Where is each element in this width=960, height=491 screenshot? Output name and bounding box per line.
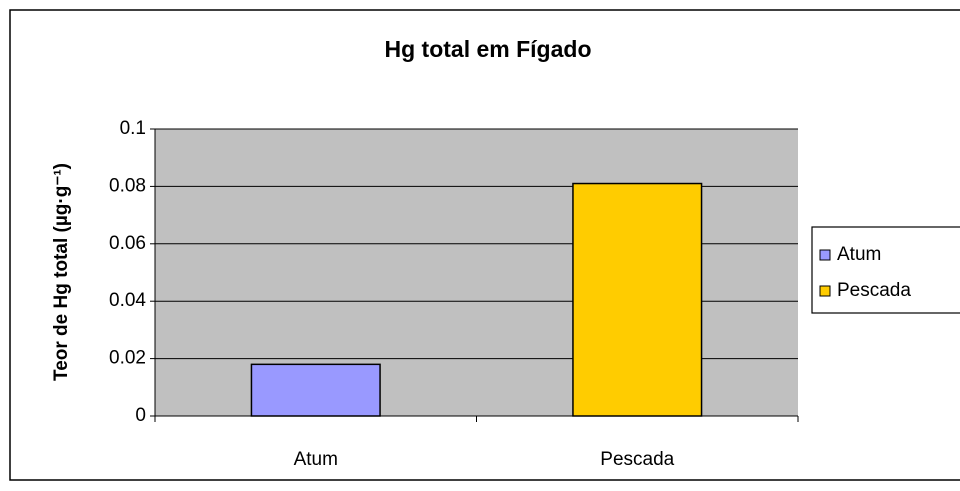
chart-title: Hg total em Fígado xyxy=(385,36,592,62)
legend-label: Atum xyxy=(837,244,881,265)
bar xyxy=(572,182,703,417)
legend-label: Pescada xyxy=(837,280,911,301)
legend-box xyxy=(811,226,960,314)
y-axis-label: Teor de Hg total (µg·g⁻¹) xyxy=(51,163,72,381)
legend-swatch xyxy=(819,285,831,297)
x-tick-label: Atum xyxy=(294,449,338,470)
y-tick-label: 0 xyxy=(135,405,146,426)
y-tick-label: 0.02 xyxy=(109,348,146,369)
bar xyxy=(250,363,381,417)
y-tick-label: 0.08 xyxy=(109,175,146,196)
legend-swatch xyxy=(819,249,831,261)
x-tick-label: Pescada xyxy=(600,449,674,470)
y-tick-label: 0.06 xyxy=(109,233,146,254)
y-tick-label: 0.1 xyxy=(120,118,146,139)
y-tick-label: 0.04 xyxy=(109,290,146,311)
